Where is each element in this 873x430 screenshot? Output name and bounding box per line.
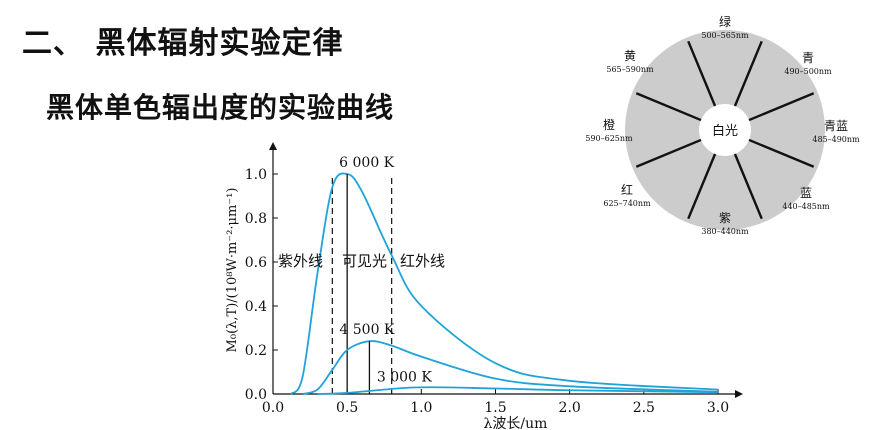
- wheel-label-2: 青蓝: [824, 119, 848, 133]
- y-tick-label: 0.8: [245, 211, 267, 227]
- x-tick-label: 0.0: [262, 400, 284, 416]
- y-axis-arrow: [269, 142, 277, 150]
- wheel-center-label: 白光: [712, 123, 738, 139]
- x-tick-label: 1.0: [410, 400, 432, 416]
- chart-labels: 紫外线 可见光 红外线 6 000 K 4 500 K 3 000 K: [278, 155, 445, 385]
- series-6000k-label: 6 000 K: [339, 155, 395, 171]
- y-tick-label: 1.0: [245, 167, 267, 183]
- wheel-label-7: 黄: [624, 49, 636, 63]
- wheel-divider: [635, 138, 702, 168]
- y-tick-label: 0.6: [245, 255, 267, 271]
- chart-axes: 0.0 0.5 1.0 1.5 2.0 2.5 3.0 0.0 0.2 0.4 0.6 0.8 1.0 λ…: [225, 142, 743, 430]
- wheel-divider: [733, 40, 763, 107]
- x-axis-label: λ波长/um: [484, 416, 548, 430]
- color-wheel: 白光 绿 500–565nm 青 490–500nm 青蓝 485–490nm 蓝 440–48…: [585, 14, 860, 236]
- y-tick-label: 0.4: [245, 299, 267, 315]
- wheel-range-3: 440–485nm: [782, 202, 830, 211]
- wheel-divider: [748, 138, 815, 168]
- series-4500k-curve: [302, 340, 719, 395]
- region-guides: [331, 174, 393, 394]
- series-4500k-label: 4 500 K: [339, 322, 395, 338]
- region-label: 紫外线: [278, 252, 323, 270]
- series-3000k-label: 3 000 K: [377, 369, 433, 385]
- wheel-range-7: 565–590nm: [606, 65, 654, 74]
- region-label: 可见光: [342, 252, 387, 270]
- wheel-divider: [687, 153, 717, 220]
- x-tick-label: 0.5: [336, 400, 358, 416]
- x-axis-arrow: [735, 390, 743, 398]
- wheel-label-4: 紫: [719, 211, 731, 225]
- x-tick-label: 1.5: [484, 400, 506, 416]
- wheel-divider: [748, 92, 815, 122]
- wheel-range-2: 485–490nm: [812, 135, 860, 144]
- wheel-label-0: 绿: [719, 14, 731, 29]
- section-title: 二、 黑体辐射实验定律: [22, 26, 344, 61]
- wheel-range-1: 490–500nm: [784, 67, 832, 76]
- x-tick-label: 3.0: [707, 400, 729, 416]
- y-axis-label: M₀(λ,T)/(10⁸W·m⁻²·μm⁻¹): [225, 188, 240, 353]
- wheel-range-6: 590–625nm: [585, 134, 633, 143]
- y-tick-label: 0.0: [245, 387, 267, 403]
- chart-curves: [290, 172, 719, 395]
- series-6000k-curve: [290, 172, 719, 395]
- wheel-label-3: 蓝: [800, 186, 812, 200]
- wheel-divider: [733, 153, 763, 220]
- wheel-label-5: 红: [621, 182, 633, 197]
- wheel-center: [699, 104, 751, 156]
- wheel-label-1: 青: [802, 51, 814, 65]
- wheel-label-6: 橙: [603, 117, 615, 132]
- chart-subtitle: 黑体单色辐出度的实验曲线: [46, 91, 395, 124]
- wheel-divider: [687, 40, 717, 107]
- x-tick-label: 2.0: [559, 400, 581, 416]
- wheel-range-0: 500–565nm: [701, 31, 749, 40]
- series-3000k-curve: [317, 386, 719, 395]
- wheel-range-5: 625–740nm: [603, 199, 651, 208]
- wheel-divider: [635, 92, 702, 122]
- x-tick-label: 2.5: [633, 400, 655, 416]
- region-label: 红外线: [400, 252, 445, 270]
- y-tick-label: 0.2: [245, 343, 267, 359]
- wheel-range-4: 380–440nm: [701, 227, 749, 236]
